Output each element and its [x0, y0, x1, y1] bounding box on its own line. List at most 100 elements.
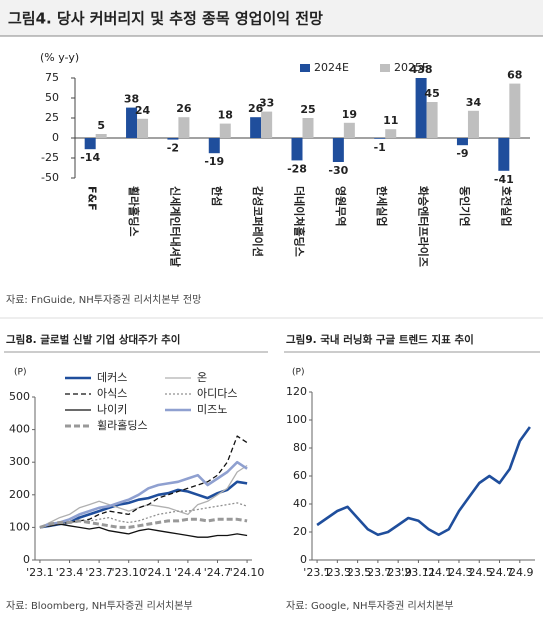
x-tick-label: 휠라홀딩스	[127, 186, 141, 237]
line-series	[39, 435, 248, 529]
value-label: 438	[410, 63, 433, 76]
value-label: 34	[466, 96, 482, 109]
y-tick-label: 0	[300, 553, 307, 566]
bars	[84, 78, 521, 171]
line-series	[39, 517, 248, 529]
bar	[302, 118, 314, 138]
x-tick-label: '23.9	[384, 566, 412, 579]
line-series	[39, 460, 248, 529]
bar	[291, 138, 303, 161]
header-band	[0, 0, 543, 36]
value-label: 26	[176, 102, 192, 115]
source: 자료: FnGuide, NH투자증권 리서치본부 전망	[6, 294, 201, 306]
legend-label: 아디다스	[197, 387, 237, 400]
bar	[95, 134, 107, 138]
bar	[343, 122, 355, 138]
bar	[509, 83, 521, 138]
value-label: 24	[135, 104, 151, 117]
y-tick-label: 40	[293, 497, 307, 510]
y-label: (P)	[14, 368, 26, 378]
y-tick-label: 25	[45, 111, 59, 124]
x-tick-label: '23.3	[324, 566, 352, 579]
x-tick-label: 신세계인터내셔날	[168, 186, 182, 267]
x-tick-label: '24.3	[445, 566, 473, 579]
bar	[137, 118, 149, 138]
legend-label: 온	[197, 371, 207, 384]
line-series	[39, 502, 248, 529]
y-tick-label: 200	[9, 488, 30, 501]
legend-label: 2024E	[314, 61, 349, 74]
x-tick-label: 영원무역	[334, 186, 348, 226]
bar	[374, 138, 386, 139]
bar	[219, 123, 231, 138]
value-label: -19	[204, 155, 224, 168]
x-tick-label: 동인기연	[458, 186, 472, 226]
x-tick-label: 더네이쳐홀딩스	[293, 186, 307, 257]
value-label: 11	[383, 114, 398, 127]
source: 자료: Bloomberg, NH투자증권 리서치본부	[6, 600, 193, 612]
x-tick-label: '23.1	[26, 566, 54, 579]
bar	[178, 117, 190, 138]
y-tick-label: -50	[41, 171, 59, 184]
bar	[208, 138, 220, 154]
legend-label: 데커스	[97, 371, 127, 384]
x-tick-label: '24.1	[425, 566, 453, 579]
line-series	[316, 426, 531, 537]
legend-label: 2025F	[394, 61, 428, 74]
x-tick-label: 호전실업	[499, 186, 513, 226]
x-tick-label: '23.7	[364, 566, 392, 579]
chart-title: 그림4. 당사 커버리지 및 추정 종목 영업이익 전망	[8, 10, 323, 28]
value-label: 33	[259, 97, 274, 110]
x-tick-label: '24.7	[204, 566, 232, 579]
x-tick-label: '23.5	[344, 566, 372, 579]
legend-label: 미즈노	[197, 403, 227, 416]
y-tick-label: 20	[293, 525, 307, 538]
x-tick-label: '24.9	[506, 566, 534, 579]
value-label: 25	[300, 103, 315, 116]
x-tick-label: '23.10	[111, 566, 146, 579]
value-label: 68	[507, 69, 522, 82]
x-tick-label: 한세실업	[375, 186, 389, 226]
legend-label: 아식스	[97, 387, 127, 400]
x-tick-label: '23.1	[303, 566, 331, 579]
y-tick-label: -25	[41, 151, 59, 164]
y-label: (P)	[292, 368, 304, 378]
chart-title: 그림9. 국내 러닝화 구글 트렌드 지표 추이	[286, 333, 474, 346]
bar	[456, 138, 468, 146]
value-label: -41	[494, 173, 514, 186]
line-series	[39, 523, 248, 538]
value-label: 5	[97, 119, 105, 132]
x-tick-label: '24.5	[465, 566, 493, 579]
legend-label: 휠라홀딩스	[97, 419, 148, 432]
value-label: 26	[248, 102, 264, 115]
bar	[332, 138, 344, 162]
x-tick-label: '23.4	[56, 566, 84, 579]
chart-title: 그림8. 글로벌 신발 기업 상대주가 추이	[6, 333, 180, 346]
x-tick-label: '24.10	[230, 566, 265, 579]
bar	[126, 107, 138, 138]
value-label: 38	[124, 93, 139, 106]
x-tick-label: F&F	[86, 186, 99, 211]
y-tick-label: 120	[286, 385, 307, 398]
x-tick-label: 화승엔터프라이즈	[417, 186, 431, 267]
legend-label: 나이키	[97, 403, 127, 416]
x-tick-label: '24.1	[145, 566, 173, 579]
y-tick-label: 0	[23, 553, 30, 566]
value-label: -30	[328, 164, 348, 177]
bar	[167, 138, 179, 140]
y-tick-label: 60	[293, 469, 307, 482]
bar	[84, 138, 96, 150]
bar	[467, 110, 479, 138]
y-tick-label: 100	[9, 520, 30, 533]
bar	[498, 138, 510, 171]
x-tick-label: '24.7	[486, 566, 514, 579]
x-tick-label: 감성코퍼레이션	[251, 186, 265, 257]
y-tick-label: 400	[9, 423, 30, 436]
y-label: (% y-y)	[40, 51, 79, 64]
line-series	[39, 480, 248, 529]
value-label: 18	[218, 109, 233, 122]
y-tick-label: 0	[52, 131, 59, 144]
y-tick-label: 100	[286, 413, 307, 426]
bar	[426, 102, 438, 138]
